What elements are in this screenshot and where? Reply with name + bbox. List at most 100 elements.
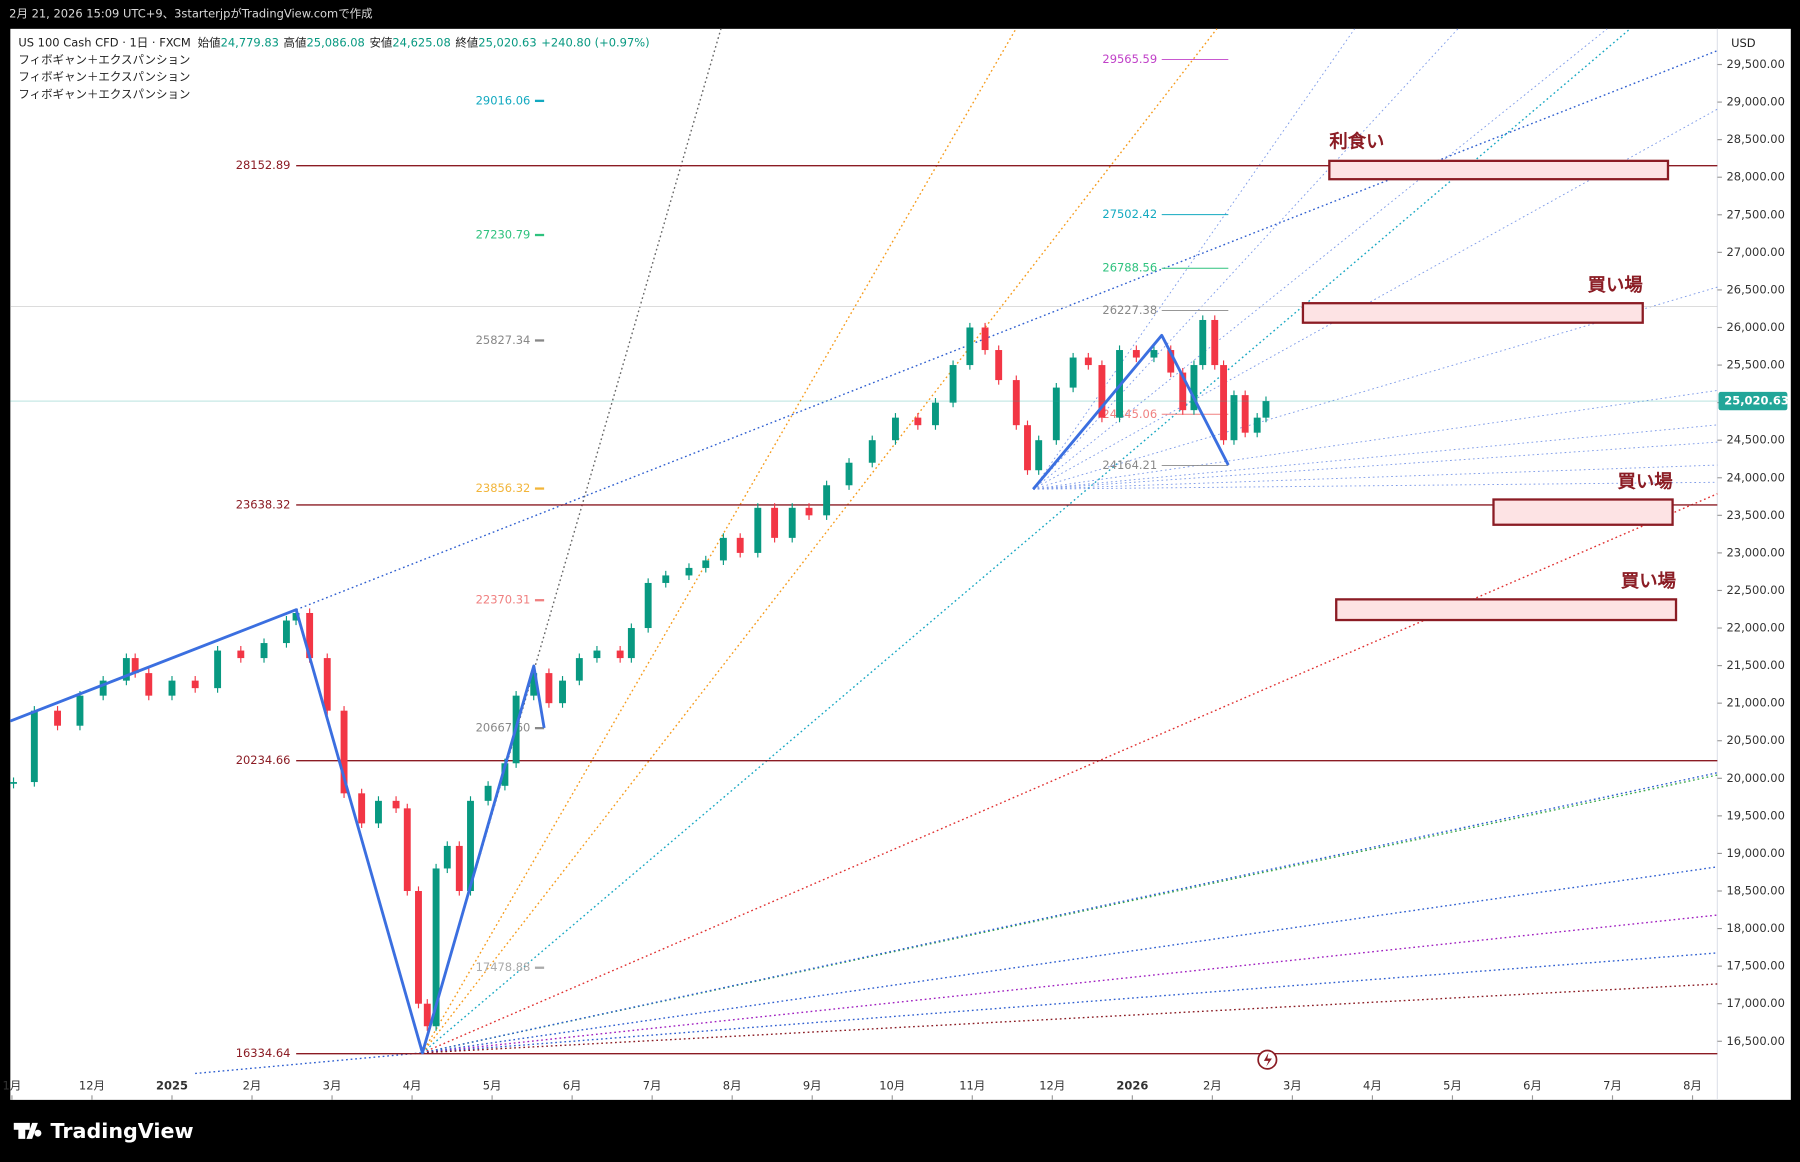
zones (1301, 159, 1678, 622)
candle (484, 785, 492, 801)
candle (1024, 425, 1031, 471)
candle (415, 891, 422, 1004)
y-tick-label: 27,500.00 (1727, 207, 1785, 221)
y-tick-label: 22,500.00 (1727, 583, 1785, 597)
x-tick-label: 6月 (1523, 1079, 1542, 1093)
candle (736, 537, 744, 553)
y-tick-label: 20,000.00 (1727, 771, 1785, 785)
x-tick-label: 12月 (1039, 1079, 1065, 1093)
x-tick-label: 12月 (79, 1079, 105, 1093)
candle (1253, 417, 1261, 433)
candle (306, 613, 314, 659)
patterns (9, 333, 1230, 1055)
brand-logo (13, 1122, 42, 1139)
y-tick-label: 22,000.00 (1727, 621, 1785, 635)
x-tick-label: 3月 (1283, 1079, 1302, 1093)
last-price-box (1718, 391, 1788, 411)
candle (30, 710, 38, 783)
x-tick-label: 7月 (1603, 1079, 1622, 1093)
candle (323, 658, 331, 711)
candle (1211, 319, 1219, 366)
candle (1069, 357, 1077, 388)
indicator: フィボギャン＋エクスパンション (18, 52, 190, 66)
ohlc-value: 25,020.63 (478, 35, 536, 49)
candle (845, 462, 853, 486)
x-tick-label: 7月 (643, 1079, 662, 1093)
fan-line (422, 772, 1718, 1054)
ohlc-name: 終値 (455, 35, 478, 49)
candle (145, 673, 153, 696)
candle (10, 782, 17, 784)
fan-line (421, 28, 722, 1054)
y-tick-label: 29,000.00 (1727, 95, 1785, 109)
candle (455, 845, 463, 892)
y-tick-label: 19,000.00 (1727, 846, 1785, 860)
candle (168, 680, 176, 696)
gann-fans (195, 28, 1718, 1075)
candle (1220, 365, 1228, 441)
level-label: 20234.66 (236, 753, 291, 767)
candle (702, 560, 710, 568)
event-icon-bolt (1263, 1052, 1272, 1067)
candle (403, 808, 411, 892)
candle (1150, 350, 1158, 358)
x-tick-label: 2月 (243, 1079, 262, 1093)
candle (892, 417, 899, 441)
candle (191, 680, 199, 689)
candle (754, 507, 762, 553)
x-tick-label: 1月 (3, 1079, 22, 1093)
fib-label: 25827.34 (476, 333, 531, 347)
fib-label: 29016.06 (476, 93, 531, 107)
levels: 28152.89 23638.32 20234.66 16334.64 29016.06… (236, 52, 1718, 1060)
fib-label: 26227.38 (1102, 303, 1157, 317)
candle (788, 507, 796, 538)
ohlc-name: 始値 (198, 35, 221, 49)
zone-label: 買い場 (1617, 471, 1672, 492)
zigzag (9, 608, 546, 1055)
y-tick-label: 26,000.00 (1727, 320, 1785, 334)
candle (467, 800, 474, 892)
y-tick-label: 20,500.00 (1727, 733, 1785, 747)
candle (54, 710, 61, 726)
fan-line (422, 952, 1718, 1054)
fan-line (422, 914, 1718, 1054)
candle (559, 680, 566, 704)
candle (805, 507, 813, 516)
y-tick-label: 21,000.00 (1727, 696, 1785, 710)
x-tick-label: 4月 (403, 1079, 422, 1093)
candle (423, 1003, 431, 1027)
candle (627, 628, 635, 659)
candle (932, 402, 939, 426)
candle (949, 365, 957, 403)
candle (644, 582, 652, 629)
change: +240.80 (+0.97%) (541, 35, 649, 49)
y-tick-label: 17,000.00 (1727, 996, 1785, 1010)
candle (868, 440, 876, 463)
candle (1230, 395, 1238, 441)
trend-line (195, 1052, 423, 1075)
x-tick-label: 2月 (1203, 1079, 1222, 1093)
candle (282, 620, 290, 644)
candle (616, 650, 624, 659)
x-tick-label: 4月 (1363, 1079, 1382, 1093)
candle (131, 658, 139, 674)
currency: USD (1731, 36, 1756, 50)
zone-label: 買い場 (1621, 571, 1676, 592)
fib-label: 22370.31 (476, 593, 531, 607)
y-tick-label: 29,500.00 (1727, 57, 1785, 71)
fan-line (422, 493, 1718, 1054)
fan-line (1032, 28, 1459, 490)
candle (1035, 440, 1043, 471)
x-tick-label: 8月 (1683, 1079, 1702, 1093)
fib-label: 29565.59 (1102, 52, 1157, 66)
candle (1132, 350, 1140, 358)
x-tick-label: 11月 (959, 1079, 985, 1093)
candle (981, 327, 989, 351)
y-tick-label: 26,500.00 (1727, 282, 1785, 296)
y-tick-label: 28,500.00 (1727, 132, 1785, 146)
x-tick-label: 9月 (803, 1079, 822, 1093)
symbol-title: US 100 Cash CFD · 1日 · FXCM (18, 35, 190, 49)
last-price-label: 25,020.63 (1724, 394, 1789, 408)
fib-label: 26788.56 (1102, 261, 1157, 275)
